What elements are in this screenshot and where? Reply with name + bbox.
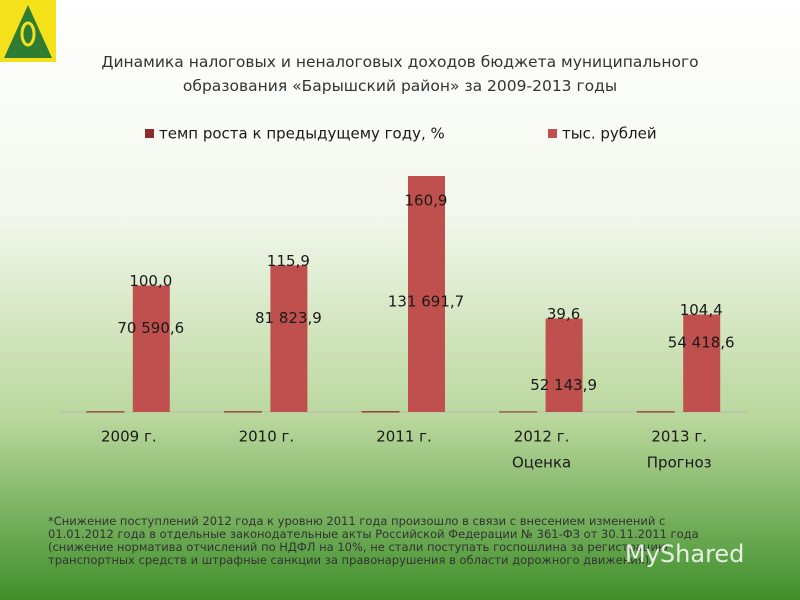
data-label: 100,0 [129,272,172,290]
logo [0,0,56,62]
legend-swatch [548,129,557,138]
bar [408,176,445,412]
chart-title: Динамика налоговых и неналоговых доходов… [101,53,699,95]
legend-swatch [145,129,154,138]
x-tick-label: 2010 г. [239,428,295,446]
data-label: 131 691,7 [388,293,464,311]
bar [270,265,308,412]
footnote: *Снижение поступлений 2012 года к уровню… [48,514,699,567]
data-label: 81 823,9 [255,309,322,327]
legend-label: тыс. рублей [562,125,657,143]
bar [545,318,583,412]
data-label: 104,4 [680,301,723,319]
x-tick-note: Прогноз [647,454,712,472]
data-label: 39,6 [547,305,580,323]
bar [683,314,721,412]
x-tick-label: 2012 г. [514,428,570,446]
data-label: 160,9 [405,192,448,210]
x-tick-label: 2013 г. [651,428,707,446]
bar [132,285,170,412]
x-tick-label: 2011 г. [376,428,432,446]
data-label: 115,9 [267,252,310,270]
data-label: 70 590,6 [117,319,184,337]
data-label: 54 418,6 [668,334,735,352]
data-label: 52 143,9 [530,376,597,394]
legend-label: темп роста к предыдущему году, % [159,125,445,143]
x-tick-note: Оценка [512,454,571,472]
x-tick-label: 2009 г. [101,428,157,446]
watermark: MyShared [625,540,745,568]
